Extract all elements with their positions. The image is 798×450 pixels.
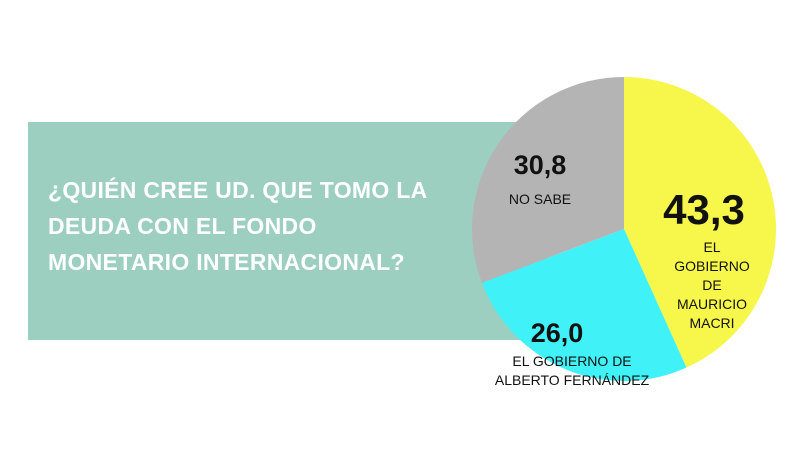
pie-slice	[471, 77, 624, 283]
value-label: 43,3	[663, 186, 745, 233]
category-label: EL GOBIERNO DE MAURICIO MACRI	[674, 239, 750, 331]
value-label: 30,8	[513, 150, 567, 180]
chart-title: ¿QUIÉN CREE UD. QUE TOMO LA DEUDA CON EL…	[48, 177, 427, 275]
value-label: 26,0	[530, 318, 584, 348]
banner	[28, 122, 548, 340]
category-label: EL GOBIERNO DE ALBERTO FERNÁNDEZ	[494, 353, 650, 388]
pie-slice	[624, 77, 776, 368]
category-label: NO SABE	[508, 191, 572, 207]
pie-slice	[481, 229, 687, 382]
